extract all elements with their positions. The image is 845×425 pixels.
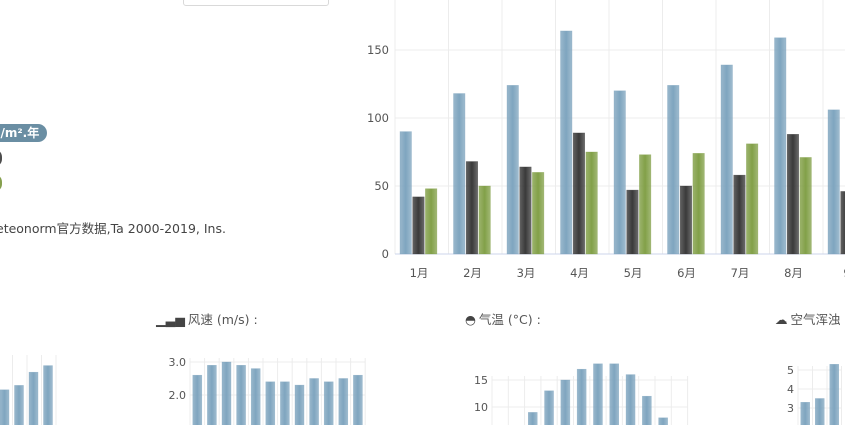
bar-7 — [280, 382, 289, 425]
bar-1 — [0, 390, 9, 425]
bar-4 — [237, 365, 246, 425]
y-tick-label: 15 — [474, 374, 488, 387]
bar-series2-9 — [841, 191, 845, 254]
bar-8 — [295, 385, 304, 425]
y-tick-label: 4 — [787, 383, 794, 396]
bar-series3-5 — [639, 155, 651, 254]
bar-12 — [353, 375, 362, 425]
bar-series3-2 — [479, 186, 491, 254]
bar-series3-8 — [800, 157, 812, 254]
y-tick-label: 50 — [374, 179, 389, 193]
bar-series3-3 — [532, 172, 544, 254]
x-tick-label: 8月 — [784, 266, 803, 280]
bar-11 — [659, 418, 668, 425]
wind-chart: 2.0 3.0 — [160, 355, 370, 425]
cloud-chart: 3 4 5 — [780, 355, 845, 425]
x-tick-label: 5月 — [624, 266, 643, 280]
bar-6 — [266, 382, 275, 425]
bar-4 — [44, 366, 53, 425]
bar-4 — [545, 391, 554, 425]
bar-series2-2 — [466, 162, 478, 254]
x-tick-label: 3月 — [517, 266, 536, 280]
x-tick-label: 6月 — [677, 266, 696, 280]
bar-series1-5 — [614, 91, 626, 254]
bar-3 — [528, 412, 537, 425]
bar-series2-1 — [413, 197, 425, 254]
bar-3 — [222, 362, 231, 425]
bar-1 — [193, 375, 202, 425]
y-tick-label: 150 — [367, 43, 389, 57]
y-tick-label: 2.0 — [169, 389, 187, 402]
bar-7 — [593, 364, 602, 425]
bar-series2-5 — [627, 190, 639, 254]
cloud-icon: ☁ — [775, 312, 788, 327]
bar-11 — [339, 379, 348, 425]
y-tick-label: 5 — [787, 364, 794, 377]
bar-series1-2 — [454, 94, 466, 254]
bar-series3-7 — [746, 144, 758, 254]
bar-series1-1 — [400, 132, 412, 254]
x-tick-label: 1月 — [410, 266, 429, 280]
wind-label: ▁▃▅风速 (m/s) : — [156, 309, 258, 328]
y-tick-label: 100 — [367, 111, 389, 125]
bar-5 — [561, 380, 570, 425]
bar-series1-6 — [668, 85, 680, 254]
y-tick-label: 3.0 — [169, 356, 187, 369]
bar-series1-4 — [561, 31, 573, 254]
x-tick-label: 7月 — [731, 266, 750, 280]
x-tick-label: 2月 — [463, 266, 482, 280]
bar-series2-4 — [573, 133, 585, 254]
bar-2 — [15, 385, 24, 425]
temp-chart: 10 15 — [470, 355, 670, 425]
bar-3 — [29, 372, 38, 425]
y-tick-label: 0 — [382, 247, 389, 261]
bar-series2-7 — [734, 175, 746, 254]
bar-8 — [610, 364, 619, 425]
x-tick-label: 4月 — [570, 266, 589, 280]
bar-series3-1 — [425, 189, 437, 254]
bar-1 — [801, 402, 810, 425]
bar-series2-6 — [680, 186, 692, 254]
bar-10 — [642, 396, 651, 425]
bar-10 — [324, 382, 333, 425]
bar-series3-4 — [586, 152, 598, 254]
partial-chart-left — [0, 355, 60, 425]
bar-9 — [310, 379, 319, 425]
monthly-bar-chart: 0501001501月2月3月4月5月6月7月8月9 — [0, 0, 845, 300]
temp-label: ◓气温 (°C) : — [465, 309, 541, 328]
bar-series2-8 — [787, 134, 799, 254]
gauge-icon: ◓ — [465, 312, 476, 327]
bar-2 — [207, 365, 216, 425]
cloud-label: ☁空气浑浊 — [775, 309, 841, 328]
bar-9 — [626, 375, 635, 425]
bar-series3-6 — [693, 153, 705, 254]
signal-icon: ▁▃▅ — [156, 312, 185, 327]
bar-series1-7 — [721, 65, 733, 254]
bar-5 — [251, 369, 260, 425]
bar-2 — [815, 399, 824, 425]
bar-6 — [577, 369, 586, 425]
bar-series2-3 — [520, 167, 532, 254]
bar-series1-3 — [507, 85, 519, 254]
bar-series1-9 — [828, 110, 840, 254]
bar-series1-8 — [775, 38, 787, 254]
y-tick-label: 10 — [474, 401, 488, 414]
bar-3 — [830, 364, 839, 425]
y-tick-label: 3 — [787, 402, 794, 415]
